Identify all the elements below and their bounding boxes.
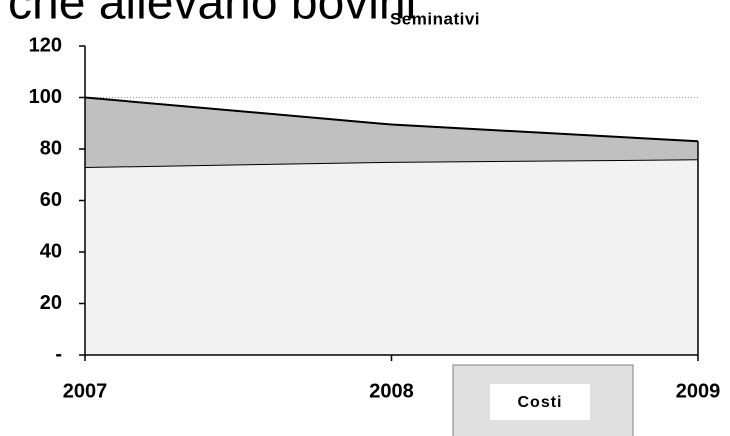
- y-tick-label: 60: [40, 189, 62, 211]
- chart-title: Seminativi: [390, 9, 480, 28]
- area-edge: [84, 96, 699, 143]
- y-tick-label: 120: [29, 34, 62, 56]
- y-tick-label: 80: [40, 137, 62, 159]
- plot: - 20 40 60 80 100 120 2007 2008 2009: [29, 34, 721, 402]
- area: [85, 97, 698, 168]
- x-tick-label: 2009: [676, 380, 721, 402]
- legend-label-box: [490, 384, 590, 420]
- heading: che allevano bovini: [8, 0, 416, 30]
- y-tick-label: 20: [40, 292, 62, 314]
- x-tick-label: 2008: [369, 380, 414, 402]
- y-tick-label: 100: [29, 86, 62, 108]
- area: [85, 159, 698, 355]
- legend-label: Costi: [518, 394, 563, 411]
- y-tick-label: -: [55, 343, 62, 365]
- x-tick-label: 2007: [63, 380, 108, 402]
- y-tick-label: 40: [40, 240, 62, 262]
